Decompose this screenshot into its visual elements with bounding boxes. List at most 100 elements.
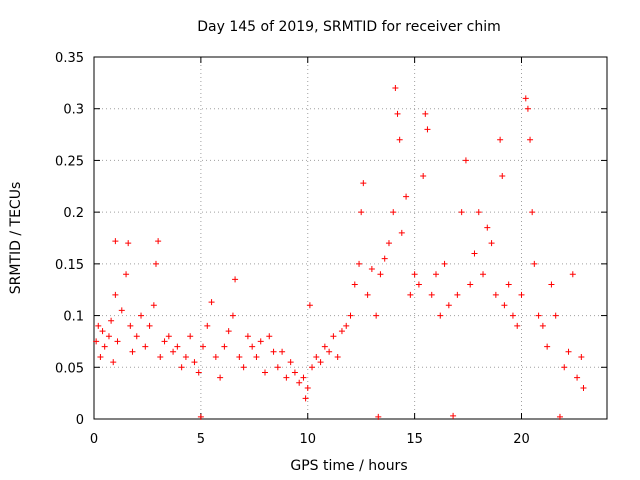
- data-point: [458, 209, 465, 216]
- data-point: [424, 126, 431, 133]
- data-point: [338, 328, 345, 335]
- data-point: [253, 353, 260, 360]
- data-point: [105, 333, 112, 340]
- data-point: [221, 343, 228, 350]
- data-point: [539, 322, 546, 329]
- data-point: [375, 413, 382, 420]
- x-tick-label: 20: [513, 432, 530, 447]
- data-point: [441, 260, 448, 267]
- data-point: [471, 250, 478, 257]
- data-point: [343, 322, 350, 329]
- x-tick-label: 10: [299, 432, 316, 447]
- data-point: [187, 333, 194, 340]
- data-point: [390, 209, 397, 216]
- data-point: [411, 271, 418, 278]
- y-tick-label: 0.25: [55, 154, 84, 169]
- data-point: [274, 364, 281, 371]
- data-point: [266, 333, 273, 340]
- y-tick-label: 0.1: [63, 310, 84, 325]
- data-point: [398, 229, 405, 236]
- data-point: [377, 271, 384, 278]
- data-point: [283, 374, 290, 381]
- data-point: [552, 312, 559, 319]
- data-point: [313, 353, 320, 360]
- data-point: [157, 353, 164, 360]
- data-point: [174, 343, 181, 350]
- data-point: [161, 338, 168, 345]
- data-point: [467, 281, 474, 288]
- data-point: [229, 312, 236, 319]
- data-point: [561, 364, 568, 371]
- data-point: [240, 364, 247, 371]
- data-point: [422, 110, 429, 117]
- data-point: [514, 322, 521, 329]
- data-point: [306, 302, 313, 309]
- data-point: [488, 240, 495, 247]
- data-point: [527, 136, 534, 143]
- data-point: [529, 209, 536, 216]
- data-point: [556, 413, 563, 420]
- data-point: [524, 105, 531, 112]
- data-point: [232, 276, 239, 283]
- data-point: [578, 353, 585, 360]
- y-tick-label: 0.35: [55, 51, 84, 66]
- data-point: [492, 291, 499, 298]
- chart-title: Day 145 of 2019, SRMTID for receiver chi…: [197, 19, 501, 35]
- grid-lines: [94, 57, 607, 419]
- data-point: [403, 193, 410, 200]
- data-point: [155, 238, 162, 245]
- data-point: [544, 343, 551, 350]
- data-point: [191, 359, 198, 366]
- data-point: [195, 369, 202, 376]
- data-point: [300, 374, 307, 381]
- data-point: [450, 412, 457, 419]
- data-point: [358, 209, 365, 216]
- data-point: [99, 328, 106, 335]
- data-point: [522, 95, 529, 102]
- y-tick-label: 0: [76, 413, 84, 428]
- data-point: [475, 209, 482, 216]
- data-points: [93, 85, 587, 420]
- data-point: [262, 369, 268, 376]
- data-point: [182, 353, 189, 360]
- data-point: [518, 291, 525, 298]
- data-point: [146, 322, 153, 329]
- data-point: [373, 312, 380, 319]
- data-point: [569, 271, 576, 278]
- y-tick-label: 0.15: [55, 258, 84, 273]
- data-point: [110, 359, 117, 366]
- data-point: [125, 240, 132, 247]
- data-point: [208, 299, 215, 306]
- data-point: [580, 384, 587, 391]
- data-point: [420, 172, 427, 179]
- data-point: [123, 271, 130, 278]
- data-point: [351, 281, 358, 288]
- data-point: [428, 291, 435, 298]
- data-point: [505, 281, 512, 288]
- data-point: [499, 172, 506, 179]
- data-point: [317, 359, 324, 366]
- data-point: [197, 413, 204, 420]
- data-point: [462, 157, 469, 164]
- data-point: [415, 281, 422, 288]
- data-point: [200, 343, 207, 350]
- data-point: [112, 291, 119, 298]
- data-point: [484, 224, 491, 231]
- data-point: [244, 333, 251, 340]
- data-point: [165, 333, 172, 340]
- data-point: [287, 359, 294, 366]
- data-point: [170, 348, 177, 355]
- plot-frame: [93, 56, 608, 420]
- data-point: [225, 328, 232, 335]
- data-point: [133, 333, 140, 340]
- data-point: [114, 338, 121, 345]
- x-axis: 0 5 10 15 20: [90, 57, 530, 447]
- data-point: [565, 348, 572, 355]
- data-point: [356, 260, 363, 267]
- data-point: [204, 322, 211, 329]
- data-point: [309, 364, 316, 371]
- data-point: [368, 266, 375, 273]
- x-axis-label: GPS time / hours: [290, 458, 407, 474]
- data-point: [480, 271, 487, 278]
